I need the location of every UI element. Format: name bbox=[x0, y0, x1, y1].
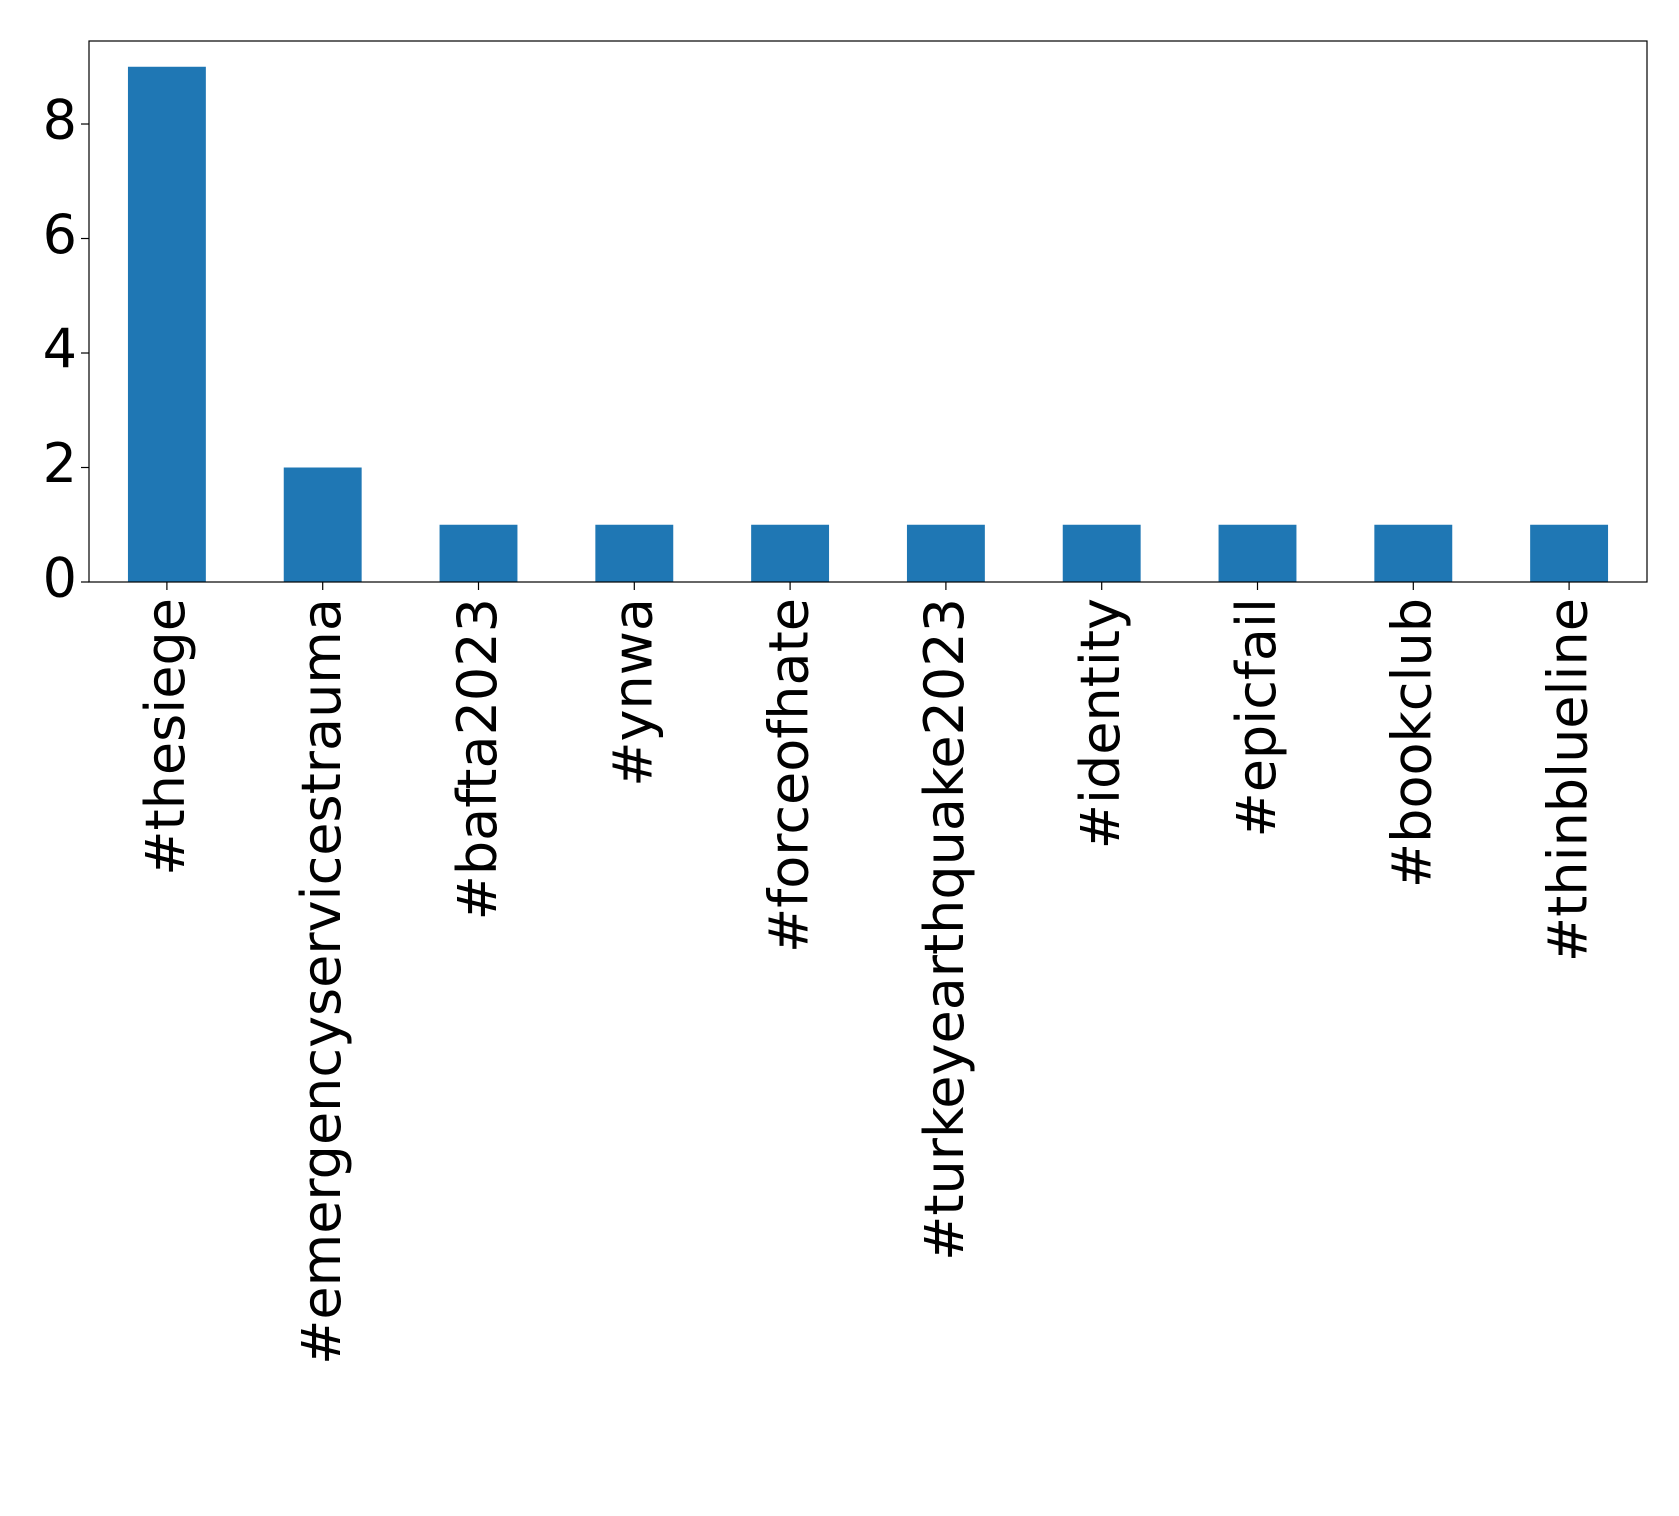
plot-frame bbox=[88, 40, 1648, 583]
y-tick-label: 0 bbox=[43, 547, 77, 610]
y-tick-label: 8 bbox=[43, 89, 77, 152]
bar bbox=[1374, 524, 1453, 582]
y-tick-label: 6 bbox=[43, 203, 77, 266]
x-tick-label: #emergencyservicestrauma bbox=[290, 598, 353, 1365]
x-tick-label: #bookclub bbox=[1381, 598, 1444, 888]
bar bbox=[439, 524, 518, 582]
x-tick-label: #bafta2023 bbox=[446, 598, 509, 920]
bar bbox=[127, 66, 206, 582]
x-tick-label: #identity bbox=[1069, 598, 1132, 849]
y-tick-label: 4 bbox=[43, 318, 77, 381]
x-tick-label: #ynwa bbox=[602, 598, 665, 787]
x-tick-label: #forceofhate bbox=[757, 598, 820, 953]
bar bbox=[1062, 524, 1141, 582]
bar bbox=[906, 524, 985, 582]
bar bbox=[595, 524, 674, 582]
x-tick-label: #epicfail bbox=[1225, 598, 1288, 838]
x-tick-label: #thesiege bbox=[134, 598, 197, 876]
bar bbox=[283, 467, 362, 582]
bar bbox=[1218, 524, 1297, 582]
bar bbox=[751, 524, 830, 582]
x-tick-label: #turkeyearthquake2023 bbox=[913, 598, 976, 1261]
y-tick-label: 2 bbox=[43, 432, 77, 495]
x-tick-label: #thinblueline bbox=[1536, 598, 1599, 962]
bar bbox=[1530, 524, 1609, 582]
